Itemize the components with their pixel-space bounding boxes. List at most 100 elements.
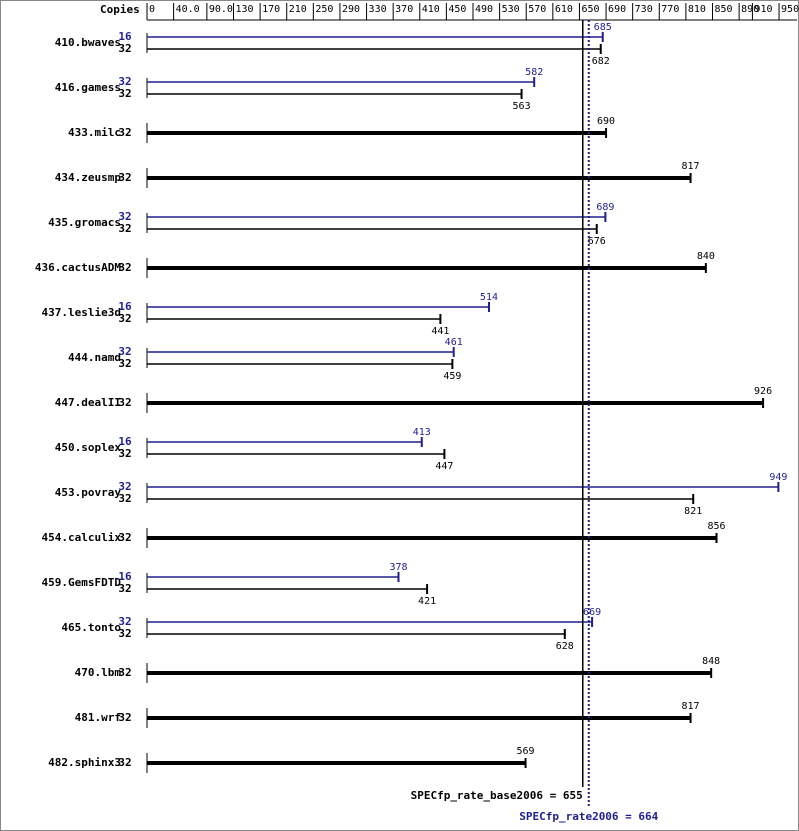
x-tick-label: 410 (422, 4, 440, 15)
value-label: 461 (445, 337, 463, 348)
benchmark-label: 454.calculix (42, 531, 122, 544)
copies-label: 32 (118, 756, 131, 769)
x-tick-label: 770 (661, 4, 679, 15)
copies-label: 32 (118, 492, 131, 505)
value-label: 848 (702, 656, 720, 667)
x-tick-label: 730 (635, 4, 653, 15)
value-label: 569 (517, 746, 535, 757)
x-tick-label: 890 (741, 4, 759, 15)
copies-label: 32 (118, 666, 131, 679)
x-tick-label: 530 (502, 4, 520, 15)
x-tick-label: 40.0 (176, 4, 200, 15)
copies-label: 16 (118, 300, 132, 313)
value-label: 447 (435, 461, 453, 472)
copies-label: 32 (118, 222, 131, 235)
benchmark-label: 482.sphinx3 (48, 756, 121, 769)
value-label: 563 (513, 101, 531, 112)
reference-label: SPECfp_rate2006 = 664 (519, 810, 658, 823)
benchmark-label: 447.dealII (55, 396, 121, 409)
benchmark-label: 435.gromacs (48, 216, 121, 229)
copies-label: 32 (118, 711, 131, 724)
value-label: 628 (556, 641, 574, 652)
copies-label: 16 (118, 30, 132, 43)
value-label: 817 (682, 161, 700, 172)
x-tick-label: 610 (555, 4, 573, 15)
x-tick-label: 950 (781, 4, 799, 15)
reference-label: SPECfp_rate_base2006 = 655 (411, 789, 583, 802)
benchmark-label: 436.cactusADM (35, 261, 121, 274)
value-label: 926 (754, 386, 772, 397)
value-label: 441 (431, 326, 449, 337)
value-label: 459 (443, 371, 461, 382)
x-tick-label: 490 (475, 4, 493, 15)
x-tick-label: 330 (369, 4, 387, 15)
benchmark-label: 481.wrf (75, 711, 121, 724)
x-tick-label: 170 (262, 4, 280, 15)
copies-label: 32 (118, 261, 131, 274)
benchmark-label: 433.milc (68, 126, 121, 139)
benchmark-label: 416.gamess (55, 81, 121, 94)
copies-label: 32 (118, 126, 131, 139)
value-label: 856 (707, 521, 725, 532)
copies-label: 32 (118, 447, 131, 460)
value-label: 689 (596, 202, 614, 213)
copies-label: 32 (118, 75, 131, 88)
x-tick-label: 810 (688, 4, 706, 15)
copies-label: 32 (118, 171, 131, 184)
value-label: 421 (418, 596, 436, 607)
x-tick-label: 370 (395, 4, 413, 15)
benchmark-label: 450.soplex (55, 441, 122, 454)
copies-label: 32 (118, 210, 131, 223)
x-tick-label: 250 (315, 4, 333, 15)
copies-label: 32 (118, 582, 131, 595)
value-label: 817 (682, 701, 700, 712)
x-tick-label: 450 (448, 4, 466, 15)
benchmark-label: 465.tonto (61, 621, 121, 634)
value-label: 821 (684, 506, 702, 517)
x-tick-label: 210 (289, 4, 307, 15)
x-tick-label: 850 (715, 4, 733, 15)
value-label: 413 (413, 427, 431, 438)
benchmark-label: 434.zeusmp (55, 171, 122, 184)
copies-label: 16 (118, 435, 132, 448)
benchmark-label: 453.povray (55, 486, 122, 499)
value-label: 840 (697, 251, 715, 262)
x-tick-label: 90.0 (209, 4, 233, 15)
copies-label: 32 (118, 42, 131, 55)
copies-label: 32 (118, 531, 131, 544)
value-label: 685 (594, 22, 612, 33)
benchmark-label: 410.bwaves (55, 36, 121, 49)
value-label: 949 (769, 472, 787, 483)
copies-label: 32 (118, 480, 131, 493)
copies-label: 32 (118, 345, 131, 358)
copies-label: 32 (118, 396, 131, 409)
value-label: 669 (583, 607, 601, 618)
copies-label: 32 (118, 615, 131, 628)
copies-label: 32 (118, 627, 131, 640)
copies-label: 32 (118, 312, 131, 325)
copies-label: 16 (118, 570, 132, 583)
value-label: 676 (588, 236, 606, 247)
copies-label: 32 (118, 87, 131, 100)
x-tick-label: 130 (235, 4, 253, 15)
copies-label: 32 (118, 357, 131, 370)
value-label: 514 (480, 292, 498, 303)
benchmark-label: 444.namd (68, 351, 121, 364)
value-label: 378 (389, 562, 407, 573)
x-tick-label: 570 (528, 4, 546, 15)
value-label: 682 (592, 56, 610, 67)
x-tick-label: 290 (342, 4, 360, 15)
x-tick-label: 0 (149, 4, 155, 15)
benchmark-label: 470.lbm (75, 666, 122, 679)
value-label: 582 (525, 67, 543, 78)
copies-header: Copies (100, 3, 140, 16)
benchmark-label: 437.leslie3d (42, 306, 121, 319)
x-tick-label: 650 (581, 4, 599, 15)
x-tick-label: 910 (754, 4, 772, 15)
value-label: 690 (597, 116, 615, 127)
x-tick-label: 690 (608, 4, 626, 15)
benchmark-label: 459.GemsFDTD (42, 576, 122, 589)
